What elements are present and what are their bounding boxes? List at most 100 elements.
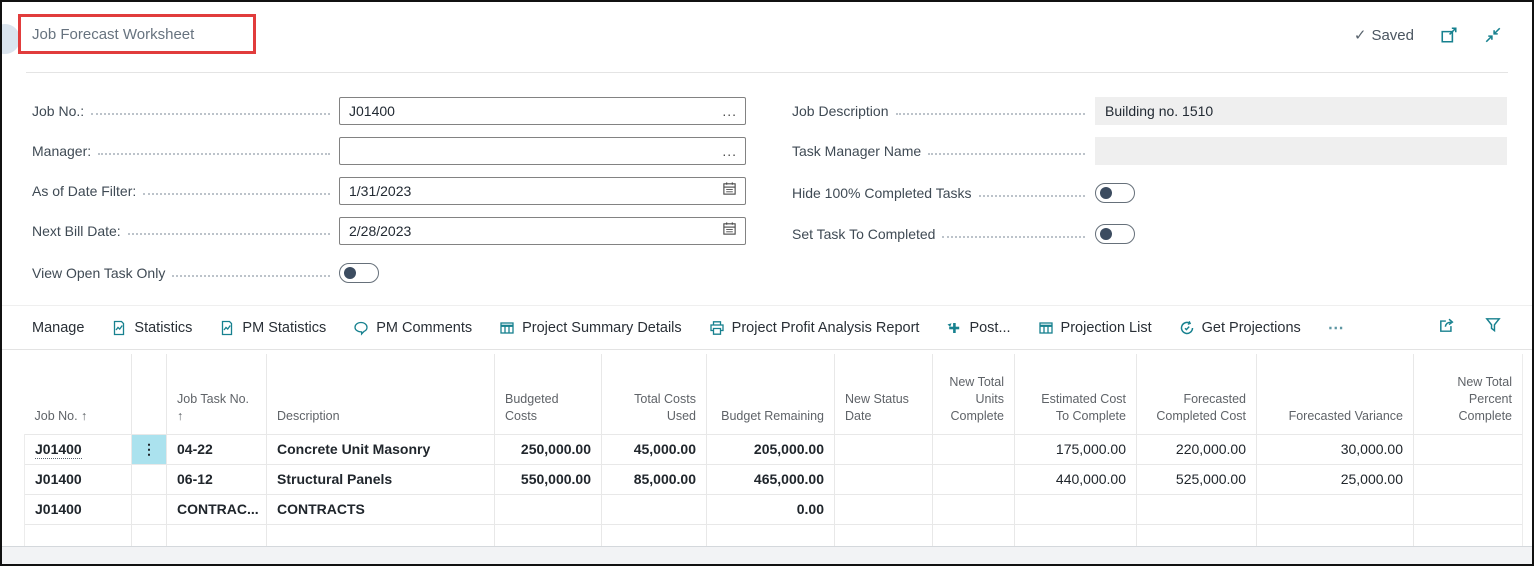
as-of-date-filter-input[interactable]: 1/31/2023 — [339, 177, 746, 205]
toggle-knob — [344, 267, 356, 279]
col-header-new-total-percent-complete[interactable]: New Total Percent Complete — [1413, 354, 1523, 434]
table-row[interactable]: J01400 CONTRAC... CONTRACTS 0.00 — [24, 493, 1523, 524]
description-cell[interactable]: Concrete Unit Masonry — [266, 433, 495, 464]
filter-icon[interactable] — [1484, 316, 1502, 339]
page-title: Job Forecast Worksheet — [32, 25, 195, 43]
task-manager-name-field — [1095, 137, 1507, 165]
bottom-scroll-strip[interactable] — [2, 546, 1532, 564]
set-task-to-completed-toggle[interactable] — [1095, 224, 1135, 244]
manage-menu[interactable]: Manage — [32, 319, 85, 336]
col-header-job-task-no[interactable]: Job Task No. ↑ — [166, 354, 267, 434]
dotted-leader — [172, 275, 330, 277]
new-total-percent-complete-cell[interactable] — [1413, 493, 1523, 524]
table-row[interactable]: J01400 ⋮ 04-22 Concrete Unit Masonry 250… — [24, 433, 1523, 464]
description-cell[interactable]: Structural Panels — [266, 463, 495, 494]
new-total-units-complete-cell[interactable] — [932, 493, 1015, 524]
col-header-total-costs-used[interactable]: Total Costs Used — [601, 354, 707, 434]
new-total-percent-complete-cell[interactable] — [1413, 433, 1523, 464]
job-no-label: Job No.: — [32, 103, 85, 119]
statistics-button[interactable]: Statistics — [111, 320, 192, 336]
new-total-units-complete-cell[interactable] — [932, 433, 1015, 464]
col-header-new-total-units-complete[interactable]: New Total Units Complete — [932, 354, 1015, 434]
budgeted-costs-cell[interactable] — [494, 493, 602, 524]
back-button[interactable] — [2, 24, 20, 54]
pm-statistics-button[interactable]: PM Statistics — [219, 320, 326, 336]
total-costs-used-cell[interactable] — [601, 493, 707, 524]
col-header-forecasted-completed-cost[interactable]: Forecasted Completed Cost — [1136, 354, 1257, 434]
col-header-new-status-date[interactable]: New Status Date — [834, 354, 933, 434]
new-status-date-cell[interactable] — [834, 493, 933, 524]
dotted-leader — [127, 233, 330, 235]
project-profit-analysis-report-button[interactable]: Project Profit Analysis Report — [709, 320, 919, 336]
job-task-no-cell[interactable]: 04-22 — [166, 433, 267, 464]
as-of-date-filter-label: As of Date Filter: — [32, 183, 137, 199]
col-header-forecasted-variance[interactable]: Forecasted Variance — [1256, 354, 1414, 434]
get-projections-button[interactable]: Get Projections — [1179, 320, 1301, 336]
ellipsis-button[interactable]: ... — [722, 103, 737, 119]
new-status-date-cell[interactable] — [834, 463, 933, 494]
col-header-budget-remaining[interactable]: Budget Remaining — [706, 354, 835, 434]
total-costs-used-cell[interactable]: 85,000.00 — [601, 463, 707, 494]
budgeted-costs-cell[interactable]: 550,000.00 — [494, 463, 602, 494]
job-no-cell[interactable]: J01400 — [24, 463, 132, 494]
open-in-new-window-icon[interactable] — [1440, 26, 1458, 44]
forecasted-variance-cell[interactable] — [1256, 493, 1414, 524]
calendar-icon[interactable] — [722, 221, 737, 241]
post-plus-icon — [946, 320, 962, 336]
row-indicator-cell[interactable] — [131, 463, 167, 494]
document-chart-icon — [219, 320, 235, 336]
estimated-cost-to-complete-cell[interactable] — [1014, 493, 1137, 524]
budget-remaining-cell[interactable]: 0.00 — [706, 493, 835, 524]
forecasted-variance-cell[interactable]: 30,000.00 — [1256, 433, 1414, 464]
budget-remaining-cell[interactable]: 465,000.00 — [706, 463, 835, 494]
manager-label: Manager: — [32, 143, 92, 159]
dotted-leader — [928, 153, 1085, 155]
estimated-cost-to-complete-cell[interactable]: 440,000.00 — [1014, 463, 1137, 494]
toggle-knob — [1100, 228, 1112, 240]
budgeted-costs-cell[interactable]: 250,000.00 — [494, 433, 602, 464]
job-no-cell[interactable]: J01400 — [35, 441, 82, 459]
col-header-description[interactable]: Description — [266, 354, 495, 434]
check-icon: ✓ — [1353, 27, 1367, 44]
col-header-indicator — [131, 354, 167, 434]
project-summary-details-button[interactable]: Project Summary Details — [499, 320, 682, 336]
col-header-job-no[interactable]: Job No. ↑ — [34, 408, 88, 423]
manager-input[interactable]: ... — [339, 137, 746, 165]
projection-list-button[interactable]: Projection List — [1038, 320, 1152, 336]
view-open-task-only-toggle[interactable] — [339, 263, 379, 283]
hide-100-completed-tasks-toggle[interactable] — [1095, 183, 1135, 203]
budget-remaining-cell[interactable]: 205,000.00 — [706, 433, 835, 464]
share-icon[interactable] — [1438, 316, 1456, 339]
col-header-estimated-cost-to-complete[interactable]: Estimated Cost To Complete — [1014, 354, 1137, 434]
pm-comments-button[interactable]: PM Comments — [353, 320, 472, 336]
job-no-input[interactable]: J01400 ... — [339, 97, 746, 125]
new-total-units-complete-cell[interactable] — [932, 463, 1015, 494]
printer-icon — [709, 320, 725, 336]
forecasted-completed-cost-cell[interactable] — [1136, 493, 1257, 524]
next-bill-date-input[interactable]: 2/28/2023 — [339, 217, 746, 245]
row-options-icon[interactable]: ⋮ — [131, 433, 167, 464]
new-status-date-cell[interactable] — [834, 433, 933, 464]
ellipsis-button[interactable]: ... — [722, 143, 737, 159]
description-cell[interactable]: CONTRACTS — [266, 493, 495, 524]
next-bill-date-label: Next Bill Date: — [32, 223, 121, 239]
more-options-button[interactable]: ⋯ — [1327, 319, 1345, 337]
dotted-leader — [98, 153, 330, 155]
calendar-icon[interactable] — [722, 181, 737, 201]
new-total-percent-complete-cell[interactable] — [1413, 463, 1523, 494]
table-row[interactable]: J01400 06-12 Structural Panels 550,000.0… — [24, 463, 1523, 494]
estimated-cost-to-complete-cell[interactable]: 175,000.00 — [1014, 433, 1137, 464]
collapse-window-icon[interactable] — [1484, 26, 1502, 44]
action-toolbar: Manage Statistics PM Statistics — [2, 305, 1532, 350]
job-task-no-cell[interactable]: CONTRAC... — [166, 493, 267, 524]
total-costs-used-cell[interactable]: 45,000.00 — [601, 433, 707, 464]
job-no-cell[interactable]: J01400 — [24, 493, 132, 524]
row-indicator-cell[interactable] — [131, 493, 167, 524]
forecasted-variance-cell[interactable]: 25,000.00 — [1256, 463, 1414, 494]
forecasted-completed-cost-cell[interactable]: 220,000.00 — [1136, 433, 1257, 464]
forecasted-completed-cost-cell[interactable]: 525,000.00 — [1136, 463, 1257, 494]
job-description-label: Job Description — [792, 103, 889, 119]
job-task-no-cell[interactable]: 06-12 — [166, 463, 267, 494]
col-header-budgeted-costs[interactable]: Budgeted Costs — [494, 354, 602, 434]
post-button[interactable]: Post... — [946, 320, 1011, 336]
